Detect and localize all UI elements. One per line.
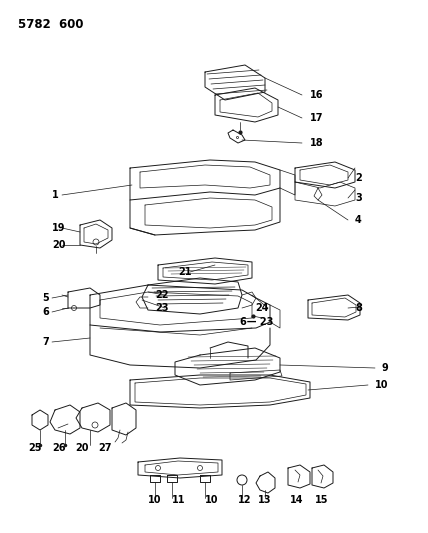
Text: 6: 6 bbox=[42, 307, 49, 317]
Text: 25: 25 bbox=[28, 443, 42, 453]
Text: 7: 7 bbox=[42, 337, 49, 347]
Text: 3: 3 bbox=[355, 193, 362, 203]
Text: 20: 20 bbox=[75, 443, 89, 453]
Text: 15: 15 bbox=[315, 495, 329, 505]
Text: 9: 9 bbox=[382, 363, 389, 373]
Text: 20: 20 bbox=[52, 240, 65, 250]
Text: 19: 19 bbox=[52, 223, 65, 233]
Text: 4: 4 bbox=[355, 215, 362, 225]
Text: 26: 26 bbox=[52, 443, 65, 453]
Text: 24: 24 bbox=[255, 303, 268, 313]
Text: 22: 22 bbox=[155, 290, 169, 300]
Text: 10: 10 bbox=[205, 495, 219, 505]
Text: 5782  600: 5782 600 bbox=[18, 18, 83, 31]
Text: 21: 21 bbox=[178, 267, 191, 277]
Text: 17: 17 bbox=[310, 113, 324, 123]
Text: 14: 14 bbox=[290, 495, 303, 505]
Text: 12: 12 bbox=[238, 495, 252, 505]
Text: 6— 23: 6— 23 bbox=[240, 317, 273, 327]
Text: 1: 1 bbox=[52, 190, 59, 200]
Text: 16: 16 bbox=[310, 90, 324, 100]
Text: 18: 18 bbox=[310, 138, 324, 148]
Text: 23: 23 bbox=[155, 303, 169, 313]
Text: 10: 10 bbox=[375, 380, 389, 390]
Text: 13: 13 bbox=[258, 495, 271, 505]
Text: 27: 27 bbox=[98, 443, 112, 453]
Text: 11: 11 bbox=[172, 495, 185, 505]
Text: 2: 2 bbox=[355, 173, 362, 183]
Text: 8: 8 bbox=[355, 303, 362, 313]
Text: 5: 5 bbox=[42, 293, 49, 303]
Text: 10: 10 bbox=[148, 495, 161, 505]
